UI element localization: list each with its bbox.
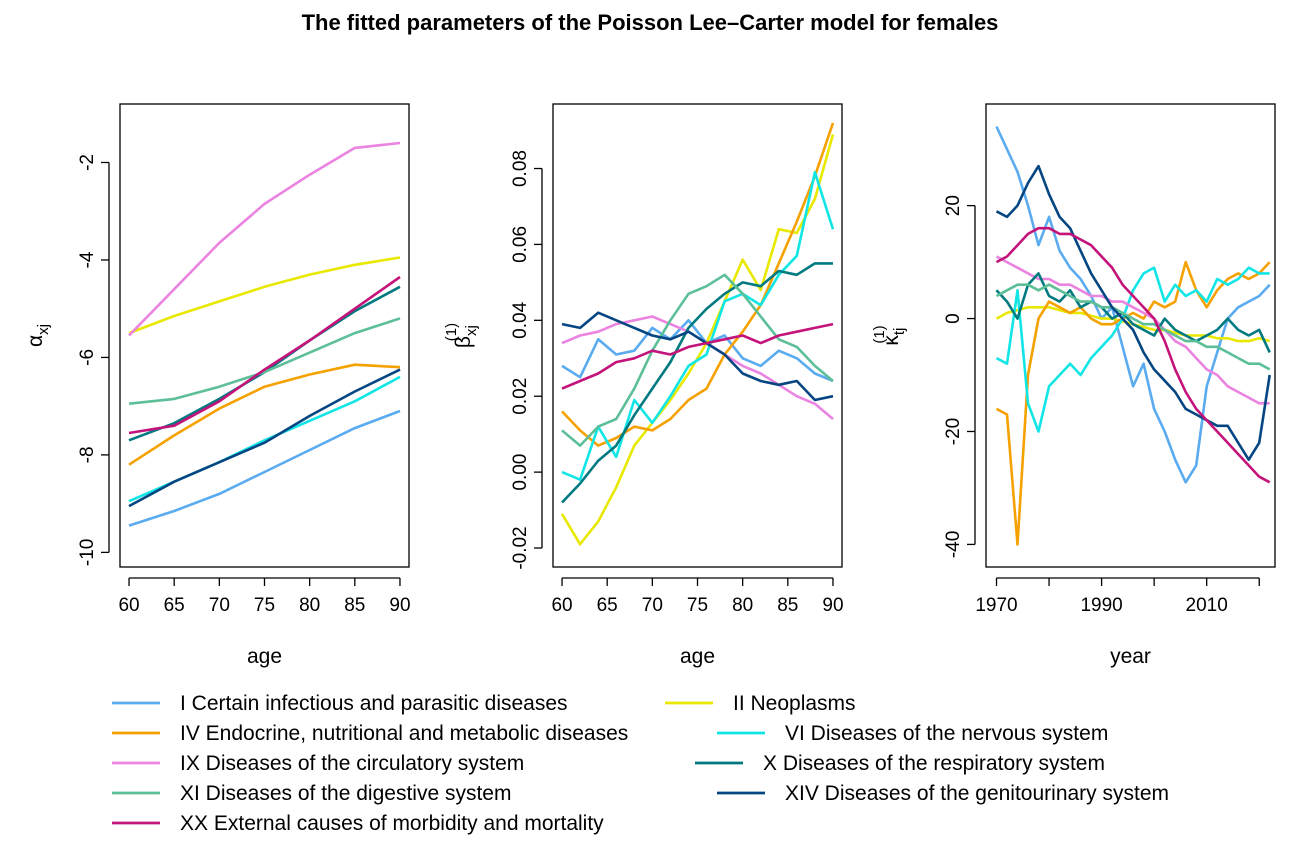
x-tick-label: 80 <box>732 595 753 616</box>
series-line-kappa-3 <box>997 268 1270 432</box>
x-tick-label: 60 <box>551 595 572 616</box>
x-tick-label: 2010 <box>1186 595 1228 616</box>
y-tick-label: 20 <box>943 195 964 216</box>
y-tick-label: 0.08 <box>510 150 531 187</box>
x-tick-label: 65 <box>597 595 618 616</box>
chart-title: The fitted parameters of the Poisson Lee… <box>302 10 999 35</box>
y-tick-label: -20 <box>943 418 964 445</box>
legend-item: I Certain infectious and parasitic disea… <box>112 692 568 715</box>
y-tick-label: -4 <box>77 251 98 268</box>
legend-item: XIV Diseases of the genitourinary system <box>717 782 1169 805</box>
legend-label: IV Endocrine, nutritional and metabolic … <box>180 722 628 745</box>
legend-label: II Neoplasms <box>733 692 856 715</box>
panel-alpha: 60 65 70 75 80 85 90 -10 -8 -6 -4 -2 age αxj <box>24 104 411 668</box>
legend-label: VI Diseases of the nervous system <box>785 722 1108 745</box>
y-tick-label: -40 <box>943 531 964 558</box>
x-tick-label: 85 <box>344 595 365 616</box>
plot-frame <box>120 104 409 567</box>
x-tick-label: 90 <box>389 595 410 616</box>
y-tick-label: 0.04 <box>510 301 531 338</box>
y-tick-label: -10 <box>77 539 98 566</box>
legend-item: VI Diseases of the nervous system <box>717 722 1108 745</box>
series-line-alpha-5 <box>129 287 400 441</box>
series-line-alpha-0 <box>129 411 400 526</box>
y-axis-label: αxj <box>24 324 52 347</box>
y-tick-label: 0.02 <box>510 378 531 415</box>
legend-item: IV Endocrine, nutritional and metabolic … <box>112 722 628 745</box>
y-tick-label: -8 <box>77 446 98 463</box>
legend-item: XI Diseases of the digestive system <box>112 782 511 805</box>
series-line-beta-1 <box>562 134 833 544</box>
series-line-kappa-2 <box>997 262 1270 544</box>
y-tick-label: 0.06 <box>510 226 531 263</box>
legend-label: I Certain infectious and parasitic disea… <box>180 692 568 715</box>
series-line-beta-2 <box>562 123 833 446</box>
x-axis-label: age <box>247 645 282 668</box>
x-tick-label: 70 <box>642 595 663 616</box>
y-axis-label: βxj(1) <box>443 323 480 348</box>
x-axis-label: year <box>1110 645 1151 668</box>
x-tick-label: 70 <box>209 595 230 616</box>
x-tick-label: 75 <box>254 595 275 616</box>
series-line-kappa-8 <box>997 228 1270 482</box>
x-tick-label: 85 <box>777 595 798 616</box>
legend-item: X Diseases of the respiratory system <box>695 752 1105 775</box>
y-axis-label: κtj(1) <box>871 325 908 345</box>
legend-item: XX External causes of morbidity and mort… <box>112 812 604 835</box>
panels: 60 65 70 75 80 85 90 -10 -8 -6 -4 -2 age αxj 60 65 70 75 8… <box>24 104 1275 668</box>
series-line-alpha-2 <box>129 365 400 465</box>
plot-frame <box>986 104 1275 567</box>
y-tick-label: -0.02 <box>510 526 531 569</box>
legend-label: X Diseases of the respiratory system <box>763 752 1105 775</box>
legend: I Certain infectious and parasitic disea… <box>112 692 1169 835</box>
x-tick-label: 65 <box>164 595 185 616</box>
panel-beta: 60 65 70 75 80 85 90 -0.02 0.00 0.02 0.04 0.06 0.08 a… <box>443 104 844 668</box>
y-tick-label: -6 <box>77 349 98 366</box>
x-tick-label: 75 <box>687 595 708 616</box>
legend-label: IX Diseases of the circulatory system <box>180 752 524 775</box>
legend-label: XI Diseases of the digestive system <box>180 782 511 805</box>
legend-item: IX Diseases of the circulatory system <box>112 752 524 775</box>
x-axis-label: age <box>680 645 715 668</box>
x-tick-label: 1990 <box>1080 595 1122 616</box>
x-tick-label: 1970 <box>975 595 1017 616</box>
x-tick-label: 90 <box>822 595 843 616</box>
panel-kappa: 1970 1990 2010 -40 -20 0 20 year κtj(1) <box>871 104 1275 668</box>
x-tick-label: 60 <box>118 595 139 616</box>
legend-label: XIV Diseases of the genitourinary system <box>785 782 1169 805</box>
y-tick-label: 0 <box>943 313 964 324</box>
series-line-beta-3 <box>562 172 833 479</box>
legend-label: XX External causes of morbidity and mort… <box>180 812 604 835</box>
x-tick-label: 80 <box>299 595 320 616</box>
legend-item: II Neoplasms <box>665 692 856 715</box>
y-tick-label: -2 <box>77 154 98 171</box>
series-line-alpha-6 <box>129 318 400 403</box>
plot-frame <box>553 104 842 567</box>
series-line-alpha-8 <box>129 277 400 433</box>
y-tick-label: 0.00 <box>510 454 531 491</box>
